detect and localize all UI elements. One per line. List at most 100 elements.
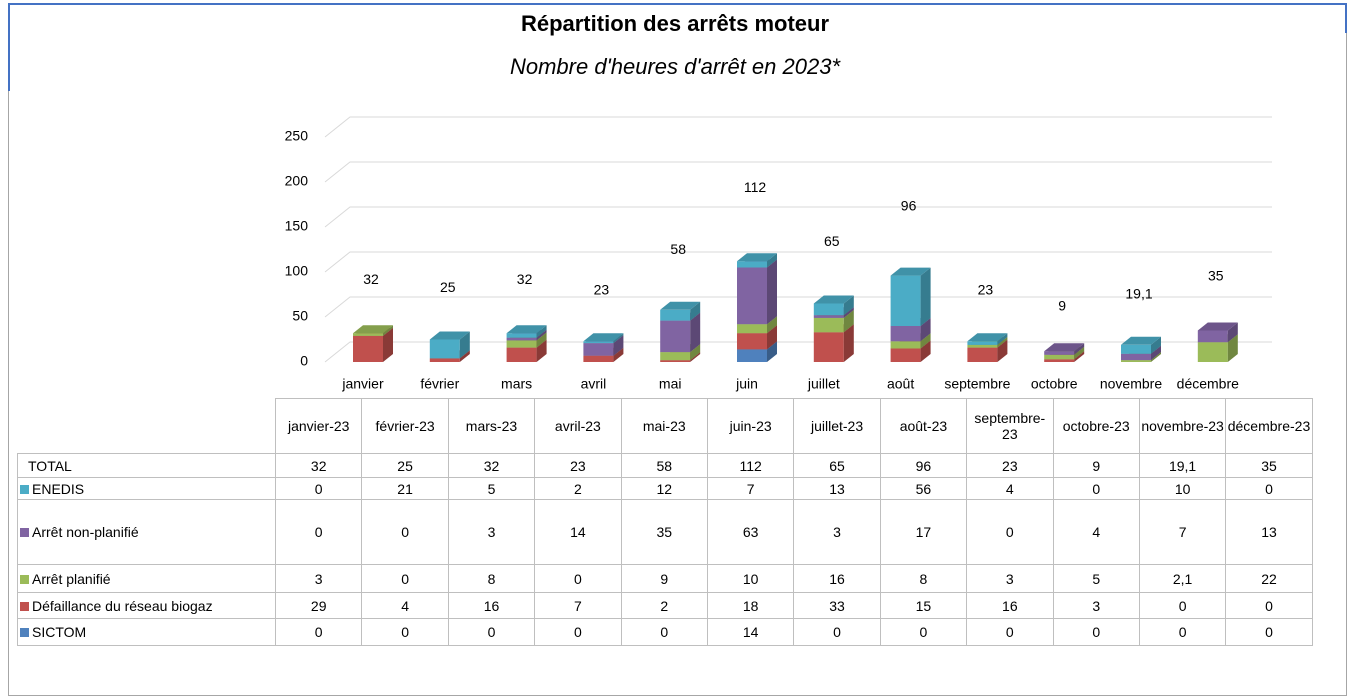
cell: 0 [361, 499, 449, 565]
row-label: Défaillance du réseau biogaz [17, 592, 276, 619]
x-tick-label: août [887, 376, 914, 392]
data-label: 112 [744, 179, 767, 195]
bar-side [1074, 351, 1085, 362]
cell: 0 [447, 618, 536, 646]
series-row: ENEDIS 0 21 5 2 12 7 13 56 4 0 10 0 [17, 477, 1313, 500]
cell: 8 [447, 564, 536, 593]
column-header: juillet-23 [793, 398, 881, 454]
bar-front [506, 340, 537, 348]
x-tick-label: juillet [807, 376, 840, 392]
cell: 8 [879, 564, 968, 593]
x-tick-label: mai [659, 376, 682, 392]
cell: 0 [1138, 592, 1227, 619]
bar-front [1197, 342, 1228, 362]
cell: 10 [706, 564, 795, 593]
bar-front [737, 261, 767, 268]
bar-front [890, 348, 921, 362]
cell: 29 [274, 592, 363, 619]
bar-front [353, 333, 383, 336]
legend-label: Arrêt non-planifié [32, 524, 139, 540]
cell: 56 [879, 477, 968, 500]
bar-front [813, 317, 844, 333]
row-label: Arrêt non-planifié [17, 499, 276, 565]
cell: 32 [274, 453, 363, 478]
corner-cell [17, 398, 276, 454]
bar-side [997, 333, 1008, 345]
y-tick-label: 100 [285, 263, 309, 279]
bar-front [660, 352, 691, 361]
bar-side [1151, 345, 1161, 361]
bar-segment [737, 253, 777, 268]
grid-line [324, 206, 1272, 228]
cell: 4 [1052, 499, 1140, 565]
cell: 0 [1052, 477, 1140, 500]
cell: 16 [447, 592, 536, 619]
bar-side [536, 329, 547, 341]
cell: 13 [793, 477, 881, 500]
cell: 7 [1138, 499, 1227, 565]
bar-front [967, 347, 998, 362]
row-label: Arrêt planifié [17, 564, 276, 593]
cell: 0 [274, 618, 363, 646]
bar-segment [890, 267, 931, 326]
cell: 23 [966, 453, 1054, 478]
cell: 32 [447, 453, 536, 478]
bar-front [1044, 359, 1075, 362]
cell: 14 [534, 499, 622, 565]
bar-front [583, 355, 614, 362]
bar-top [813, 295, 854, 304]
legend-label: Arrêt planifié [32, 570, 111, 587]
legend-icon [20, 628, 29, 637]
bar-side [1227, 334, 1238, 362]
bar-front [813, 332, 844, 362]
x-tick-label: avril [581, 376, 607, 392]
bar-top [429, 331, 470, 340]
bar-front [737, 324, 767, 334]
cell: 0 [1052, 618, 1140, 646]
bar-front [429, 339, 460, 359]
bar-segment [353, 325, 393, 336]
bar-segment [813, 295, 854, 316]
grid-line [324, 341, 1272, 363]
bar-side [690, 352, 701, 362]
row-label: TOTAL [17, 453, 276, 478]
bar-top [506, 325, 547, 334]
bar-top [1044, 343, 1085, 352]
grid-line [324, 161, 1272, 183]
bar-side [1151, 336, 1161, 354]
bar-side [1074, 346, 1085, 360]
x-tick-label: février [420, 376, 459, 392]
cell: 3 [274, 564, 363, 593]
cell: 0 [620, 618, 708, 646]
y-tick-label: 0 [300, 353, 308, 369]
cell: 0 [534, 564, 622, 593]
bar-side [843, 295, 854, 316]
cell: 0 [361, 564, 449, 593]
bar-segment [429, 331, 470, 359]
bar-side [767, 253, 777, 268]
x-tick-label: novembre [1100, 376, 1162, 392]
bar-side [767, 259, 777, 325]
cell: 7 [534, 592, 622, 619]
bar-side [843, 324, 854, 362]
bar-front [583, 341, 614, 344]
data-label: 32 [363, 271, 379, 287]
bar-top [1197, 322, 1238, 331]
bar-top [890, 267, 931, 276]
series-row: Défaillance du réseau biogaz 29 4 16 7 2 18 33 1… [17, 592, 1313, 619]
bar-side [613, 335, 624, 356]
column-header: avril-23 [534, 398, 622, 454]
bar-segment [506, 325, 547, 338]
cell: 0 [274, 499, 363, 565]
bar-side [1074, 343, 1085, 355]
bar-top [583, 333, 624, 342]
bar-segment [1197, 322, 1238, 343]
data-label: 35 [1208, 267, 1224, 283]
bar-front [1044, 354, 1075, 360]
data-label: 19,1 [1125, 286, 1152, 302]
cell: 2,1 [1138, 564, 1227, 593]
column-header: mai-23 [620, 398, 708, 454]
chart-frame [8, 3, 1347, 696]
cell: 0 [966, 618, 1054, 646]
cell: 23 [534, 453, 622, 478]
